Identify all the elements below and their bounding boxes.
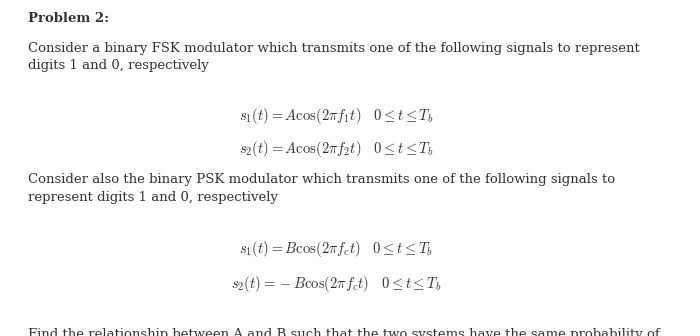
Text: Find the relationship between A and B such that the two systems have the same pr: Find the relationship between A and B su… (28, 328, 659, 336)
Text: $s_2(t) = A\cos(2\pi f_2 t)\quad 0 \leq t \leq T_b$: $s_2(t) = A\cos(2\pi f_2 t)\quad 0 \leq … (239, 139, 433, 160)
Text: Problem 2:: Problem 2: (28, 12, 109, 25)
Text: Consider also the binary PSK modulator which transmits one of the following sign: Consider also the binary PSK modulator w… (28, 173, 615, 204)
Text: Consider a binary FSK modulator which transmits one of the following signals to : Consider a binary FSK modulator which tr… (28, 42, 640, 73)
Text: $s_1(t) = B\cos(2\pi f_c t)\quad 0 \leq t \leq T_b$: $s_1(t) = B\cos(2\pi f_c t)\quad 0 \leq … (239, 239, 433, 259)
Text: $s_2(t) = -B\cos(2\pi f_c t)\quad 0 \leq t \leq T_b$: $s_2(t) = -B\cos(2\pi f_c t)\quad 0 \leq… (231, 274, 441, 294)
Text: $s_1(t) = A\cos(2\pi f_1 t)\quad 0 \leq t \leq T_b$: $s_1(t) = A\cos(2\pi f_1 t)\quad 0 \leq … (239, 106, 433, 126)
